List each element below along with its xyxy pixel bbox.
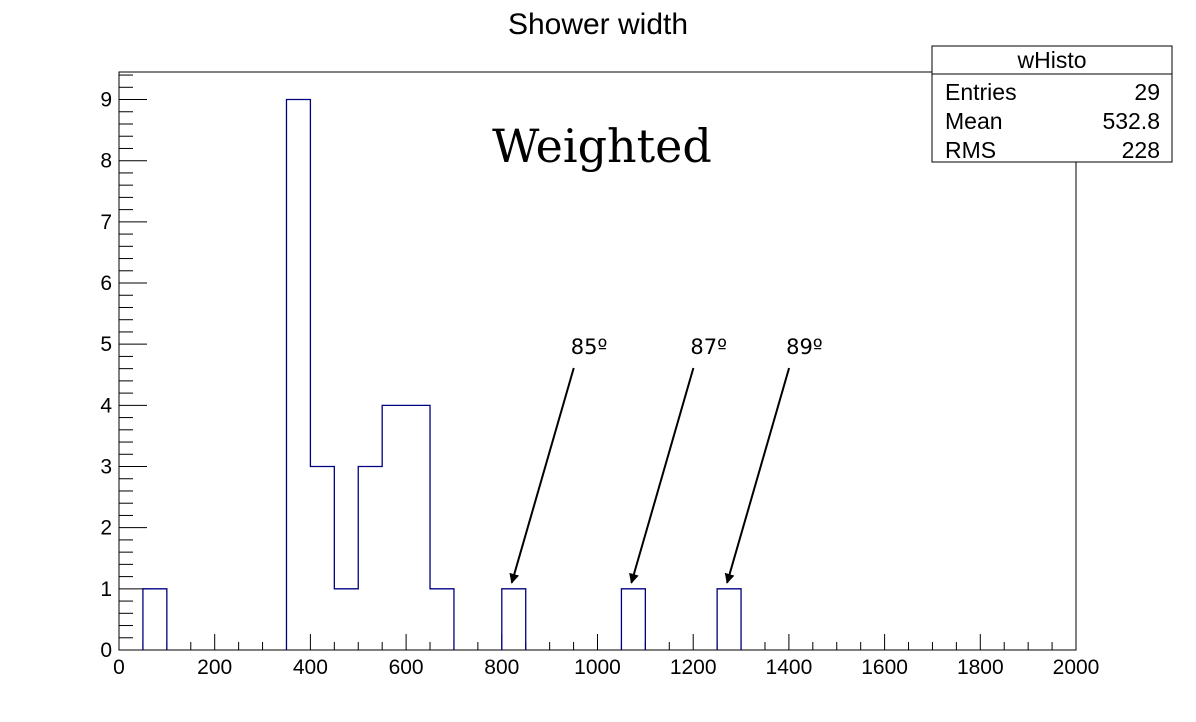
x-tick-label: 2000 <box>1053 656 1100 679</box>
annotation-label: 89º <box>786 335 823 359</box>
overlay-label: Weighted <box>492 119 712 173</box>
annotation-arrow <box>724 367 791 584</box>
histogram-bin <box>502 589 526 650</box>
x-tick-label: 400 <box>293 656 328 679</box>
y-tick-label: 6 <box>100 272 112 295</box>
y-tick-label: 4 <box>100 394 112 417</box>
histogram-bin <box>717 589 741 650</box>
histogram-bin <box>621 589 645 650</box>
histogram-bin <box>334 589 358 650</box>
y-tick-label: 1 <box>100 578 112 601</box>
histogram-bin <box>406 405 430 650</box>
y-tick-label: 0 <box>100 639 112 662</box>
x-tick-label: 1600 <box>861 656 908 679</box>
annotation-arrow <box>629 367 695 584</box>
x-tick-label: 0 <box>113 656 125 679</box>
stats-label: Entries <box>945 79 1017 105</box>
histogram-bin <box>143 589 167 650</box>
stats-label: RMS <box>945 137 996 163</box>
annotation-label: 85º <box>571 335 608 359</box>
y-tick-label: 7 <box>100 211 112 234</box>
y-tick-label: 5 <box>100 333 112 356</box>
stats-value: 532.8 <box>1102 108 1160 134</box>
y-tick-label: 9 <box>100 89 112 112</box>
stats-box: wHisto Entries 29 Mean 532.8 RMS 228 <box>931 45 1173 163</box>
x-tick-label: 1000 <box>574 656 621 679</box>
histogram-bin <box>430 589 454 650</box>
x-tick-label: 1400 <box>766 656 813 679</box>
stats-value: 29 <box>1134 79 1160 105</box>
annotation-arrow <box>509 367 575 584</box>
x-tick-label: 600 <box>389 656 424 679</box>
y-tick-label: 8 <box>100 150 112 173</box>
chart-title: Shower width <box>508 8 688 41</box>
histogram-outline <box>142 98 742 650</box>
histogram-bin <box>286 100 310 650</box>
histogram-bin <box>310 467 334 650</box>
stats-title: wHisto <box>1016 47 1086 73</box>
y-tick-label: 3 <box>100 456 112 479</box>
annotation-label: 87º <box>690 335 727 359</box>
x-tick-label: 800 <box>484 656 519 679</box>
stats-value: 228 <box>1122 137 1160 163</box>
stats-label: Mean <box>945 108 1003 134</box>
histogram-bin <box>382 405 406 650</box>
y-tick-label: 2 <box>100 517 112 540</box>
x-tick-label: 200 <box>197 656 232 679</box>
x-tick-label: 1800 <box>957 656 1004 679</box>
x-tick-label: 1200 <box>670 656 717 679</box>
histogram-bin <box>358 467 382 650</box>
